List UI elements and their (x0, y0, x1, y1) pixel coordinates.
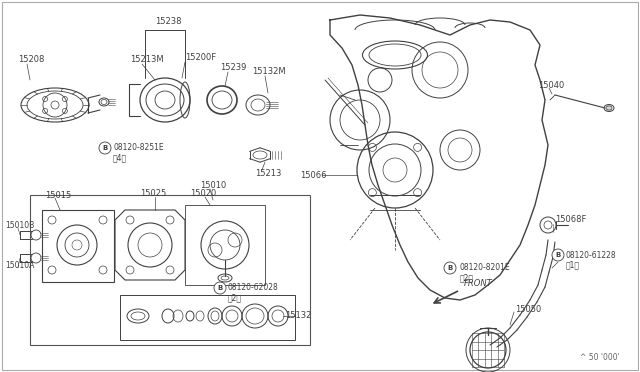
Circle shape (444, 262, 456, 274)
Text: 15025: 15025 (140, 189, 166, 198)
Text: 08120-8251E: 08120-8251E (113, 144, 164, 153)
Ellipse shape (207, 86, 237, 114)
Circle shape (214, 282, 226, 294)
Text: （4）: （4） (113, 154, 127, 163)
Text: 08120-62028: 08120-62028 (228, 283, 279, 292)
Text: 15015: 15015 (45, 190, 71, 199)
Text: 15068F: 15068F (555, 215, 586, 224)
Text: （1）: （1） (566, 260, 580, 269)
Text: （2）: （2） (228, 294, 242, 302)
Circle shape (552, 249, 564, 261)
Text: ^ 50 '000': ^ 50 '000' (580, 353, 620, 362)
Bar (42, 210, 114, 282)
Text: 08120-8201E: 08120-8201E (460, 263, 511, 273)
Text: B: B (556, 252, 561, 258)
Bar (30, 195, 310, 345)
Text: （2）: （2） (460, 273, 474, 282)
Text: 15213: 15213 (255, 170, 282, 179)
Text: 15238: 15238 (155, 17, 182, 26)
Text: 15066: 15066 (300, 170, 326, 180)
Text: 15239: 15239 (220, 64, 246, 73)
Text: 15010B: 15010B (5, 221, 35, 230)
Circle shape (99, 142, 111, 154)
Text: B: B (447, 265, 452, 271)
Text: 15132M: 15132M (252, 67, 285, 77)
Text: B: B (102, 145, 108, 151)
Text: B: B (218, 285, 223, 291)
Bar (120, 295, 295, 340)
Text: 15010A: 15010A (5, 260, 35, 269)
Text: 15200F: 15200F (185, 54, 216, 62)
Text: 15040: 15040 (538, 80, 564, 90)
Text: FRONT: FRONT (464, 279, 493, 288)
Text: 15208: 15208 (18, 55, 44, 64)
Text: 15213M: 15213M (130, 55, 164, 64)
Text: 15010: 15010 (200, 180, 227, 189)
Bar (185, 205, 265, 285)
Text: 08120-61228: 08120-61228 (566, 250, 616, 260)
Text: 15050: 15050 (515, 305, 541, 314)
Text: 15132: 15132 (285, 311, 312, 321)
Text: 15020: 15020 (190, 189, 216, 198)
